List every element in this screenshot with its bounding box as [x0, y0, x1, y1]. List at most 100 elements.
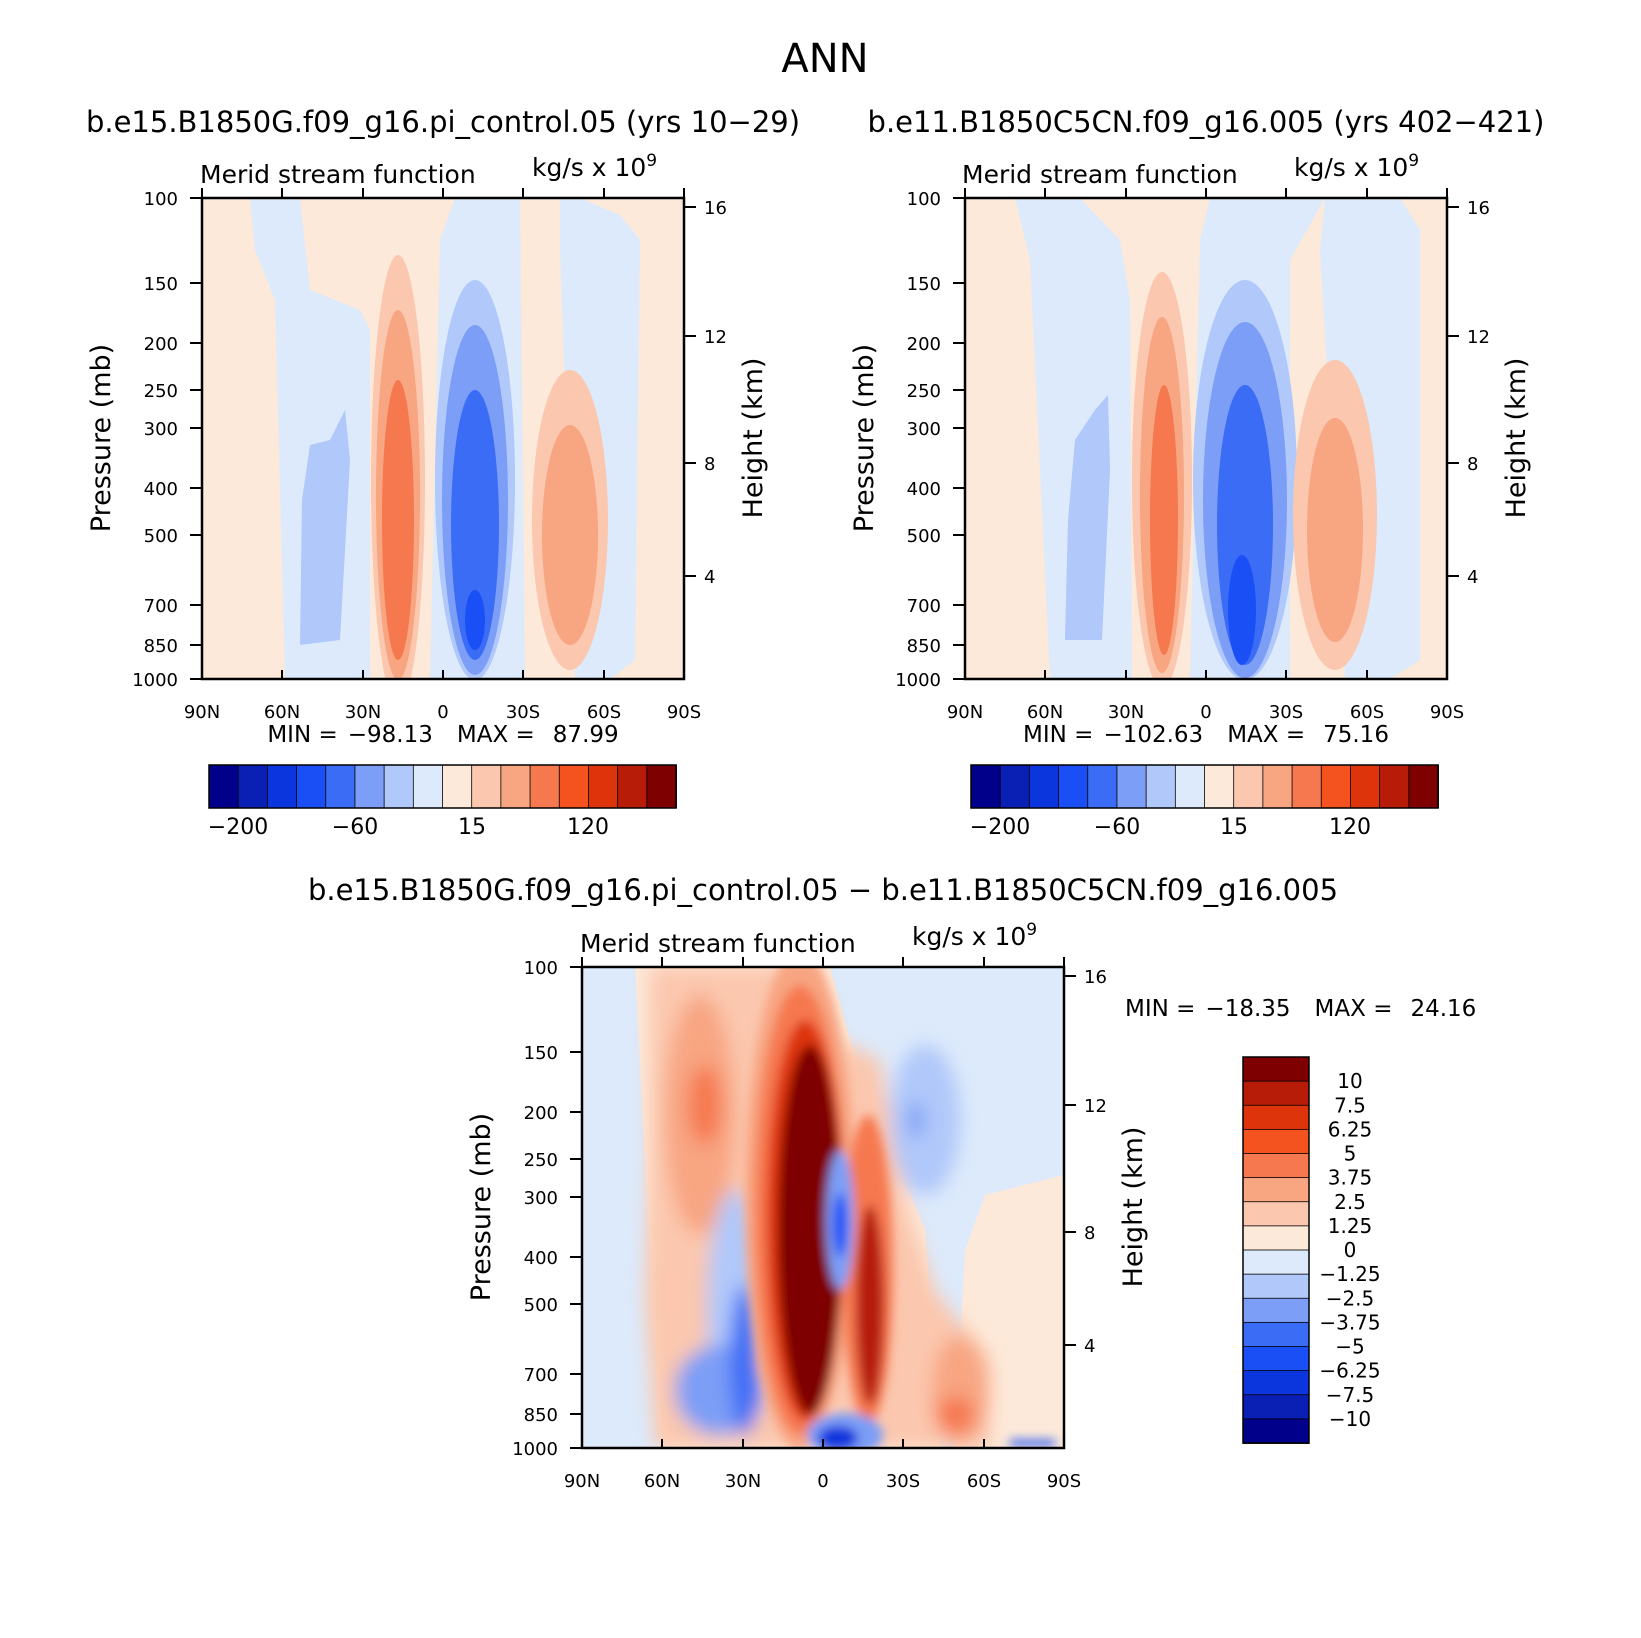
y2-tick-label: 12 [1084, 1096, 1107, 1117]
y-tick-label: 100 [524, 958, 558, 979]
panel-control-x-axis: 90N 60N 30N 0 30S 60S 90S [947, 188, 1464, 723]
panel-control-min-label: MIN = [1023, 722, 1093, 748]
panel-diff-neg-mid-2 [833, 1193, 847, 1257]
colorbar-tick-label: −7.5 [1326, 1383, 1375, 1407]
colorbar-tick-label: 10 [1337, 1069, 1362, 1093]
y-tick-label: 150 [907, 274, 941, 295]
panel-test-min-value: −98.13 [348, 722, 433, 748]
colorbar-swatch [1116, 764, 1148, 809]
y2-tick-label: 16 [1084, 967, 1107, 988]
colorbar-tick-label: −200 [208, 815, 268, 840]
x-tick-label: 60S [967, 1471, 1001, 1492]
colorbar-swatch [999, 764, 1031, 809]
y-tick-label: 700 [144, 596, 178, 617]
x-tick-label: 30S [886, 1471, 920, 1492]
y-tick-label: 300 [144, 419, 178, 440]
colorbar-tick-label: 1.25 [1328, 1214, 1373, 1238]
colorbar-swatch [471, 764, 502, 809]
panel-control-neg-high-lat-inner [1065, 395, 1110, 640]
panel-control-min-value: −102.63 [1103, 722, 1203, 748]
colorbar-tick-label: 0 [1344, 1238, 1357, 1262]
y-tick-label: 850 [144, 636, 178, 657]
y2-tick-label: 8 [704, 454, 715, 475]
colorbar-swatch [1242, 1297, 1310, 1324]
colorbar-frame [970, 764, 1439, 809]
colorbar-swatch [1262, 764, 1293, 809]
panel-diff-minmax: MIN = −18.35 MAX = 24.16 [1125, 996, 1476, 1022]
colorbar-tick-label: 6.25 [1328, 1117, 1373, 1141]
panel-diff: b.e15.B1850G.f09_g16.pi_control.05 − b.e… [308, 873, 1476, 1492]
x-tick-label: 60S [587, 702, 621, 723]
panel-control-max-value: 75.16 [1323, 722, 1389, 748]
panel-test-cell-south-3 [451, 390, 499, 660]
colorbar-tick-label: 120 [1329, 815, 1371, 840]
x-tick-label: 30S [1269, 702, 1303, 723]
colorbar-swatch [1242, 1056, 1310, 1083]
panel-test-colorbar: −200 −60 15 120 [208, 764, 677, 840]
x-tick-label: 90N [184, 702, 220, 723]
colorbar-swatch [354, 764, 386, 809]
panel-test-cell-ferrel-2 [542, 425, 598, 645]
panel-test-var-label: Merid stream function [200, 160, 476, 189]
y-axis-label: Pressure (mb) [849, 344, 880, 532]
colorbar-tick-label: 120 [567, 815, 609, 840]
panel-control-plot [965, 198, 1447, 679]
y-tick-label: 850 [524, 1405, 558, 1426]
y-tick-label: 250 [144, 381, 178, 402]
panel-diff-y-axis: 100 150 200 250 300 400 500 700 850 1000… [466, 958, 582, 1460]
y2-tick-label: 4 [1467, 567, 1478, 588]
panel-control-units: kg/s x 109 [1294, 151, 1419, 182]
panel-diff-neg-south-lobe-2 [908, 1102, 924, 1138]
y2-axis-label: Height (km) [738, 358, 769, 519]
colorbar-swatch [1174, 764, 1206, 809]
panel-diff-plot [582, 967, 1064, 1448]
colorbar-swatch [1242, 1080, 1310, 1107]
panel-control-colorbar: −200 −60 15 120 [970, 764, 1439, 840]
colorbar-tick-label: 15 [458, 815, 486, 840]
x-tick-label: 30N [345, 702, 381, 723]
y-axis-label: Pressure (mb) [86, 344, 117, 532]
panel-control-y-axis: 100 150 200 250 300 400 500 700 850 1000… [849, 189, 965, 691]
y-tick-label: 850 [907, 636, 941, 657]
y-tick-label: 500 [907, 526, 941, 547]
colorbar-tick-label: −3.75 [1319, 1310, 1380, 1334]
colorbar-swatch [1242, 1321, 1310, 1348]
panel-test-x-axis: 90N 60N 30N 0 30S 60S 90S [184, 188, 701, 723]
y2-tick-label: 16 [704, 198, 727, 219]
panel-diff-neg-north [582, 967, 660, 1448]
x-tick-label: 30S [506, 702, 540, 723]
panel-diff-pos-far-south-2 [935, 1397, 975, 1433]
colorbar-swatch [1242, 1177, 1310, 1203]
colorbar-tick-label: 15 [1220, 815, 1248, 840]
colorbar-tick-label: −6.25 [1319, 1359, 1380, 1383]
colorbar-swatch [1242, 1418, 1310, 1444]
panel-diff-title: b.e15.B1850G.f09_g16.pi_control.05 − b.e… [308, 873, 1338, 907]
panel-control-minmax: MIN = −102.63 MAX = 75.16 [1023, 722, 1389, 748]
y-tick-label: 200 [144, 334, 178, 355]
colorbar-tick-label: 5 [1344, 1142, 1357, 1166]
y-axis-label: Pressure (mb) [466, 1113, 497, 1301]
colorbar-swatch [1028, 764, 1060, 809]
colorbar-tick-label: −5 [1335, 1335, 1364, 1359]
colorbar-swatch [296, 764, 327, 809]
panel-test-y-axis: 100 150 200 250 300 400 500 700 850 1000… [86, 189, 202, 691]
x-tick-label: 90N [947, 702, 983, 723]
panel-test-neg-high-lat-inner [300, 410, 350, 645]
panel-control-cell-south-4 [1228, 555, 1256, 665]
y-tick-label: 400 [524, 1248, 558, 1269]
colorbar-swatch [412, 764, 444, 809]
x-tick-label: 0 [437, 702, 448, 723]
colorbar-swatch [500, 764, 531, 809]
y-tick-label: 300 [907, 419, 941, 440]
y-tick-label: 1000 [512, 1439, 558, 1460]
colorbar-swatch [1379, 764, 1410, 809]
colorbar-swatch [588, 764, 619, 809]
x-tick-label: 30N [1108, 702, 1144, 723]
x-tick-label: 90S [667, 702, 701, 723]
panel-control-cell-north-3 [1150, 385, 1178, 655]
colorbar-swatch [1291, 764, 1323, 809]
panel-test-cell-north-3 [382, 380, 414, 660]
colorbar-swatch [558, 764, 590, 809]
y2-tick-label: 8 [1467, 454, 1478, 475]
panel-test-units: kg/s x 109 [532, 151, 657, 182]
